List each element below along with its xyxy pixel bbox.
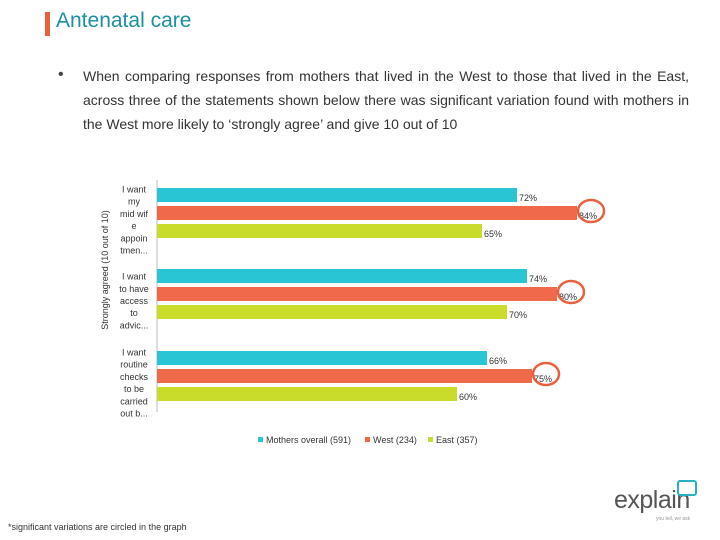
category-label-line: to have	[119, 284, 149, 294]
category-label-line: access	[120, 296, 149, 306]
speech-bubble-icon	[677, 480, 697, 496]
legend-label-1: Mothers overall (591)	[266, 435, 351, 445]
significance-circle-2	[556, 279, 586, 305]
data-label: 66%	[489, 356, 507, 366]
category-label-line: to	[130, 308, 138, 318]
category-label-line: to be	[124, 384, 144, 394]
category-label-2: I want to have access to advic...	[119, 272, 149, 331]
explain-logo: explain you tell, we ask	[614, 480, 700, 525]
data-label: 70%	[509, 310, 527, 320]
bar-mothers-1	[157, 188, 517, 202]
bar-mothers-2	[157, 269, 527, 283]
bullet-icon: •	[58, 66, 64, 83]
page-title: Antenatal care	[56, 9, 192, 32]
footnote: *significant variations are circled in t…	[8, 522, 187, 532]
bar-mothers-3	[157, 351, 487, 365]
category-label-line: checks	[120, 372, 149, 382]
data-label: 60%	[459, 392, 477, 402]
category-label-line: I want	[122, 185, 147, 195]
category-label-line: tmen...	[120, 246, 148, 256]
bar-east-1	[157, 224, 482, 238]
bar-east-3	[157, 387, 457, 401]
y-axis-title: Strongly agreed (10 out of 10)	[100, 210, 110, 330]
data-label: 65%	[484, 229, 502, 239]
data-label: 84%	[579, 211, 597, 221]
legend-swatch-1	[258, 437, 263, 442]
legend-label-3: East (357)	[436, 435, 478, 445]
data-label: 75%	[534, 374, 552, 384]
legend-swatch-3	[428, 437, 433, 442]
bar-east-2	[157, 305, 507, 319]
category-label-line: I want	[122, 272, 147, 282]
category-label-line: routine	[120, 360, 148, 370]
bar-west-1	[157, 206, 577, 220]
significance-circle-1	[576, 198, 606, 224]
category-label-1: I want my mid wif e appoin tmen...	[120, 185, 149, 256]
data-label: 72%	[519, 193, 537, 203]
significance-circle-3	[531, 361, 561, 387]
category-label-line: advic...	[120, 320, 149, 330]
data-label: 74%	[529, 274, 547, 284]
category-label-line: e	[131, 221, 136, 231]
bullet-text: When comparing responses from mothers th…	[83, 68, 689, 132]
category-label-line: out b...	[120, 409, 148, 419]
data-label: 80%	[559, 292, 577, 302]
category-label-line: carried	[120, 396, 148, 406]
legend-swatch-2	[365, 437, 370, 442]
bar-west-3	[157, 369, 532, 383]
title-accent-bar	[45, 12, 50, 36]
legend-label-2: West (234)	[373, 435, 417, 445]
category-label-line: mid wif	[120, 209, 149, 219]
category-label-line: appoin	[120, 233, 147, 243]
logo-tagline: you tell, we ask	[656, 516, 691, 522]
category-label-3: I want routine checks to be carried out b...	[120, 348, 149, 419]
category-label-line: I want	[122, 348, 147, 358]
bar-west-2	[157, 287, 557, 301]
category-label-line: my	[128, 197, 140, 207]
